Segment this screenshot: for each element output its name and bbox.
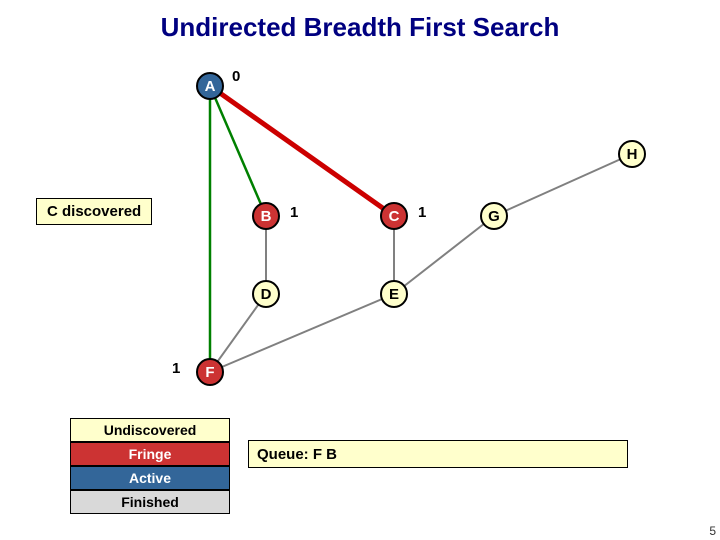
edge-G-H	[494, 154, 632, 216]
node-H: H	[618, 140, 646, 168]
node-E: E	[380, 280, 408, 308]
legend-active: Active	[70, 466, 230, 490]
page-number: 5	[709, 524, 716, 538]
queue-display: Queue: F B	[248, 440, 628, 468]
node-B: B	[252, 202, 280, 230]
dist-label-C: 1	[418, 204, 426, 221]
node-D: D	[252, 280, 280, 308]
legend-undiscovered: Undiscovered	[70, 418, 230, 442]
node-A: A	[196, 72, 224, 100]
legend-fringe: Fringe	[70, 442, 230, 466]
legend: Undiscovered Fringe Active Finished	[70, 418, 230, 514]
dist-label-F: 1	[172, 360, 180, 377]
node-C: C	[380, 202, 408, 230]
status-message: C discovered	[36, 198, 152, 225]
edge-E-G	[394, 216, 494, 294]
legend-finished: Finished	[70, 490, 230, 514]
dist-label-B: 1	[290, 204, 298, 221]
node-F: F	[196, 358, 224, 386]
node-G: G	[480, 202, 508, 230]
dist-label-A: 0	[232, 68, 240, 85]
